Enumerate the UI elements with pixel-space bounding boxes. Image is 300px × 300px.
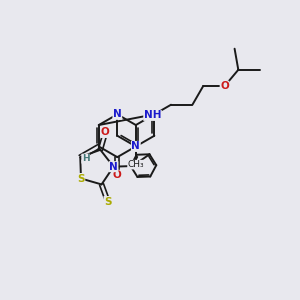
Text: S: S <box>104 196 112 206</box>
Text: CH₃: CH₃ <box>128 160 144 169</box>
Text: N: N <box>113 109 122 119</box>
Text: N: N <box>131 141 140 152</box>
Text: O: O <box>101 127 110 137</box>
Text: S: S <box>77 173 85 184</box>
Text: N: N <box>109 162 118 172</box>
Text: NH: NH <box>144 110 161 120</box>
Text: O: O <box>220 81 229 91</box>
Text: O: O <box>101 127 110 137</box>
Text: O: O <box>113 170 122 180</box>
Text: H: H <box>82 154 89 163</box>
